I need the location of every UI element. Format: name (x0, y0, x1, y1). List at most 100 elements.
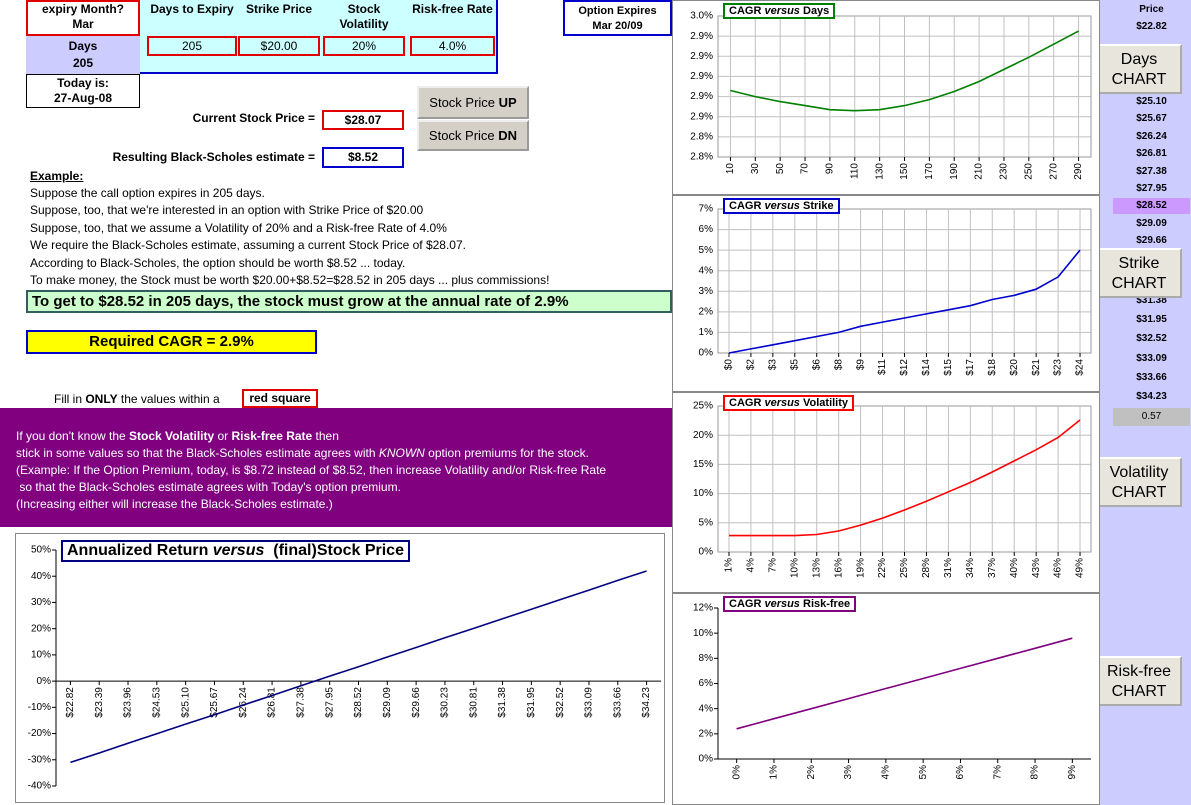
x-tick-label: $30.81 (468, 687, 479, 718)
price: $31.38 (1136, 295, 1167, 306)
y-tick-label: 20% (693, 430, 713, 441)
input-value[interactable]: 4.0% (410, 36, 495, 56)
y-tick-label: 2.9% (690, 31, 713, 42)
x-tick-label: 3% (843, 765, 854, 780)
price: $33.66 (1136, 371, 1167, 383)
x-tick-label: 49% (1075, 558, 1086, 578)
price: $33.09 (1136, 352, 1167, 364)
x-tick-label: $28.52 (353, 687, 364, 718)
button-text: Days (1120, 51, 1158, 68)
chart-svg: 2.8% 2.8% 2.9% 2.9% 2.9% 2.9% 2.9% 3.0% 10 30 50 70… (690, 11, 1092, 180)
y-tick-label: 0% (699, 754, 714, 765)
x-tick-label: $24 (1075, 359, 1086, 376)
y-tick-label: 6% (699, 678, 714, 689)
chart-svg: -40% -30% -20% -10% 0% 10% 20% 30% 40% 50% $22.82 $… (28, 545, 661, 792)
example-heading: Example: (30, 169, 84, 183)
x-tick-label: $20 (1009, 359, 1020, 376)
title-part: CAGR (729, 397, 765, 409)
input-value[interactable]: $20.00 (238, 36, 320, 56)
x-tick-label: 4% (880, 765, 891, 780)
chart: -40% -30% -20% -10% 0% 10% 20% 30% 40% 50% $22.82 $… (15, 533, 665, 803)
x-tick-label: $30.23 (440, 687, 451, 718)
x-tick-label: 25% (899, 558, 910, 578)
button-text: CHART (1111, 71, 1167, 88)
chart-button[interactable]: Risk-free CHART (1096, 656, 1182, 706)
chart-button[interactable]: Days CHART (1096, 44, 1182, 94)
button-text: CHART (1111, 484, 1167, 501)
x-tick-label: 10 (725, 163, 736, 175)
x-tick-label: 230 (999, 163, 1010, 180)
x-tick-label: 110 (849, 163, 860, 179)
current-price[interactable]: $28.07 (322, 110, 404, 130)
x-tick-label: 250 (1023, 163, 1034, 180)
button-text: CHART (1111, 275, 1167, 292)
price-header: Price (1139, 4, 1164, 15)
chart: 0% 5% 10% 15% 20% 25% 1% 4% 7% 10% 13% 16% 19% 22% 25%… (672, 392, 1100, 593)
title-part: Volatility (799, 397, 849, 409)
x-tick-label: 0% (731, 765, 742, 780)
y-tick-label: 0% (699, 547, 714, 558)
y-tick-label: 10% (693, 628, 713, 639)
x-tick-label: 7% (767, 558, 778, 573)
example-line: Suppose, too, that we assume a Volatilit… (30, 220, 447, 235)
advice-panel: If you don't know the Stock Volatility o… (0, 408, 672, 527)
title-part: versus (764, 598, 800, 610)
x-tick-label: $23.39 (94, 687, 105, 718)
expiry-cell: expiry Month? Mar (26, 0, 140, 36)
y-tick-label: 50% (31, 545, 51, 556)
data-line (736, 637, 1073, 730)
x-tick-label: 31% (943, 558, 954, 578)
y-tick-label: 6% (699, 224, 714, 235)
estimate-label: Resulting Black-Scholes estimate = (112, 150, 315, 164)
y-tick-label: 2.9% (690, 91, 713, 102)
title-part: CAGR (729, 5, 765, 17)
y-tick-label: 5% (699, 245, 714, 256)
advice-line: (Increasing either will increase the Bla… (16, 497, 333, 511)
x-tick-label: $8 (833, 359, 844, 371)
text: then (312, 429, 339, 443)
button-text: Risk-free (1106, 663, 1171, 680)
x-tick-label: 46% (1053, 558, 1064, 578)
x-tick-label: 1% (769, 765, 780, 780)
title-part: Strike (799, 200, 834, 212)
price-up-button[interactable]: Stock Price UP (417, 86, 529, 119)
chart-button[interactable]: Strike CHART (1096, 248, 1182, 298)
input-header: Strike Price (245, 2, 313, 16)
input-value[interactable]: 20% (323, 36, 405, 56)
x-tick-label: $33.09 (584, 687, 595, 718)
x-tick-label: 70 (800, 163, 811, 175)
price-down-button[interactable]: Stock Price DN (417, 120, 529, 151)
input-value[interactable]: 205 (147, 36, 237, 56)
y-tick-label: 2% (699, 728, 714, 739)
x-tick-label: 150 (899, 163, 910, 180)
example-line: Suppose, too, that we're interested in a… (30, 203, 424, 218)
x-tick-label: $6 (811, 359, 822, 371)
button-text: Stock Price (428, 128, 499, 143)
x-tick-label: 43% (1031, 558, 1042, 578)
x-tick-label: $21 (1031, 359, 1042, 376)
title-part: versus (212, 542, 265, 559)
chart-button[interactable]: Volatility CHART (1096, 457, 1182, 507)
fill-in-note: Fill in ONLY the values within a (54, 392, 220, 406)
title-part: CAGR (729, 200, 765, 212)
y-tick-label: 2% (699, 306, 714, 317)
option-expires: Option Expires Mar 20/09 (563, 0, 672, 36)
chart-svg: 0% 2% 4% 6% 8% 10% 12% 0% 1% 2% 3% 4% 5% 6% 7% 8% 9% (693, 603, 1091, 780)
days-cell: Days 205 (26, 36, 140, 74)
example-line: Suppose the call option expires in 205 d… (30, 186, 265, 200)
chart-svg: 0% 5% 10% 15% 20% 25% 1% 4% 7% 10% 13% 16% 19% 22% 25%… (693, 401, 1092, 578)
title-part: Days (799, 5, 830, 17)
price: $27.95 (1136, 183, 1167, 194)
x-tick-label: $15 (943, 359, 954, 376)
y-tick-label: 25% (693, 401, 713, 412)
x-tick-label: 7% (992, 765, 1003, 780)
x-tick-label: $27.95 (324, 687, 335, 718)
estimate: $8.52 (322, 147, 404, 168)
example-line: According to Black-Scholes, the option s… (30, 255, 406, 270)
x-tick-label: 19% (855, 558, 866, 578)
x-tick-label: 90 (825, 163, 836, 175)
emphasis: Risk-free Rate (231, 429, 313, 443)
label: Today is: (57, 76, 109, 90)
y-tick-label: 7% (699, 204, 714, 215)
value: 27-Aug-08 (53, 91, 112, 105)
